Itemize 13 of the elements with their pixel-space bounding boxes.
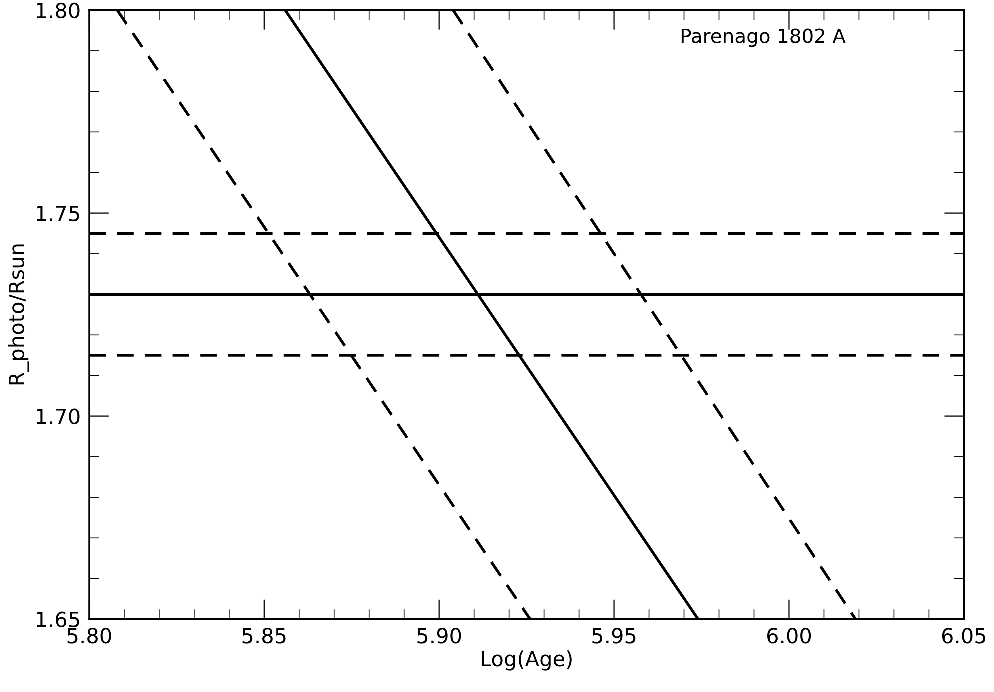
annotation: Parenago 1802 A — [682, 28, 846, 48]
y-tick-label: 1.75 — [37, 206, 80, 222]
x-tick-label: 5.80 — [68, 628, 112, 644]
y-tick-label: 1.80 — [37, 2, 80, 19]
y-axis-title: R_photo/Rsun — [8, 244, 30, 385]
x-axis-title: Log(Age) — [482, 650, 572, 671]
x-tick-label: 5.85 — [242, 628, 286, 644]
x-tick-label: 5.90 — [418, 628, 462, 644]
y-tick-label: 1.65 — [37, 612, 80, 628]
y-tick-label: 1.70 — [37, 408, 80, 425]
x-tick-label: 6.00 — [768, 628, 812, 644]
x-tick-label: 5.95 — [592, 628, 636, 644]
x-tick-label: 6.05 — [942, 628, 986, 644]
